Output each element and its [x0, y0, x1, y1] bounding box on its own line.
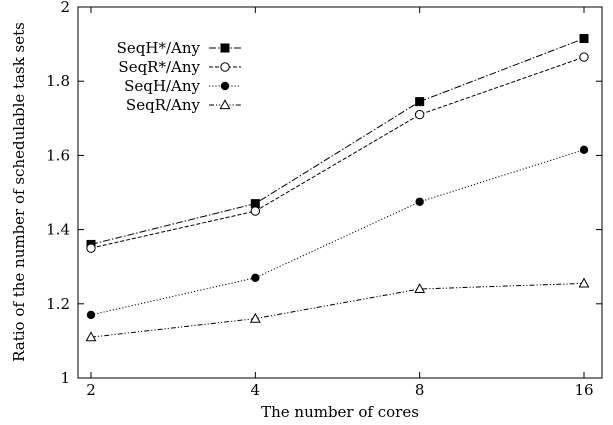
- series-line: [90, 38, 585, 245]
- data-point: [249, 312, 261, 323]
- x-axis-title: The number of cores: [261, 403, 419, 421]
- data-point: [579, 34, 589, 44]
- legend-label: SeqH/Any: [124, 77, 200, 95]
- y-axis-title: Ratio of the number of schedulable task …: [10, 22, 28, 362]
- legend-marker: [220, 43, 230, 53]
- x-tick-label: 8: [415, 381, 425, 399]
- series-line: [90, 56, 585, 249]
- series-2: [86, 52, 589, 253]
- y-tick-label: 1.4: [46, 221, 70, 239]
- x-tick-label: 16: [574, 381, 593, 399]
- series-4: [85, 277, 590, 342]
- legend-marker: [219, 99, 231, 110]
- legend-marker: [220, 62, 230, 72]
- x-tick-label: 4: [251, 381, 261, 399]
- data-point: [578, 277, 590, 288]
- legend-label: SeqH*/Any: [117, 39, 201, 57]
- data-point: [250, 199, 260, 209]
- data-point: [415, 97, 425, 107]
- data-point: [414, 283, 426, 294]
- y-tick-label: 1.2: [46, 295, 70, 313]
- data-point: [250, 206, 261, 216]
- legend-label: SeqR*/Any: [118, 58, 200, 76]
- data-point: [579, 145, 589, 155]
- series-line: [90, 282, 585, 338]
- y-tick-label: 1.8: [46, 72, 70, 90]
- data-point: [251, 273, 260, 283]
- series-layer: [85, 34, 590, 342]
- data-point: [85, 331, 97, 342]
- legend-marker: [220, 81, 230, 91]
- data-point: [579, 52, 589, 62]
- data-point: [86, 310, 96, 320]
- y-tick-label: 1: [60, 369, 70, 387]
- plot-frame: [77, 6, 603, 379]
- data-point: [86, 243, 96, 253]
- series-line: [90, 149, 585, 316]
- series-3: [86, 145, 589, 320]
- y-tick-label: 1.6: [46, 146, 70, 164]
- y-tick-label: 2: [60, 0, 70, 16]
- data-point: [415, 197, 424, 206]
- data-point: [414, 109, 425, 120]
- x-tick-label: 2: [86, 381, 96, 399]
- axis-ticks: 1 1.2 1.4 1.6 1.8 2 2 4 8 16: [46, 0, 602, 399]
- legend-label: SeqR/Any: [126, 96, 201, 114]
